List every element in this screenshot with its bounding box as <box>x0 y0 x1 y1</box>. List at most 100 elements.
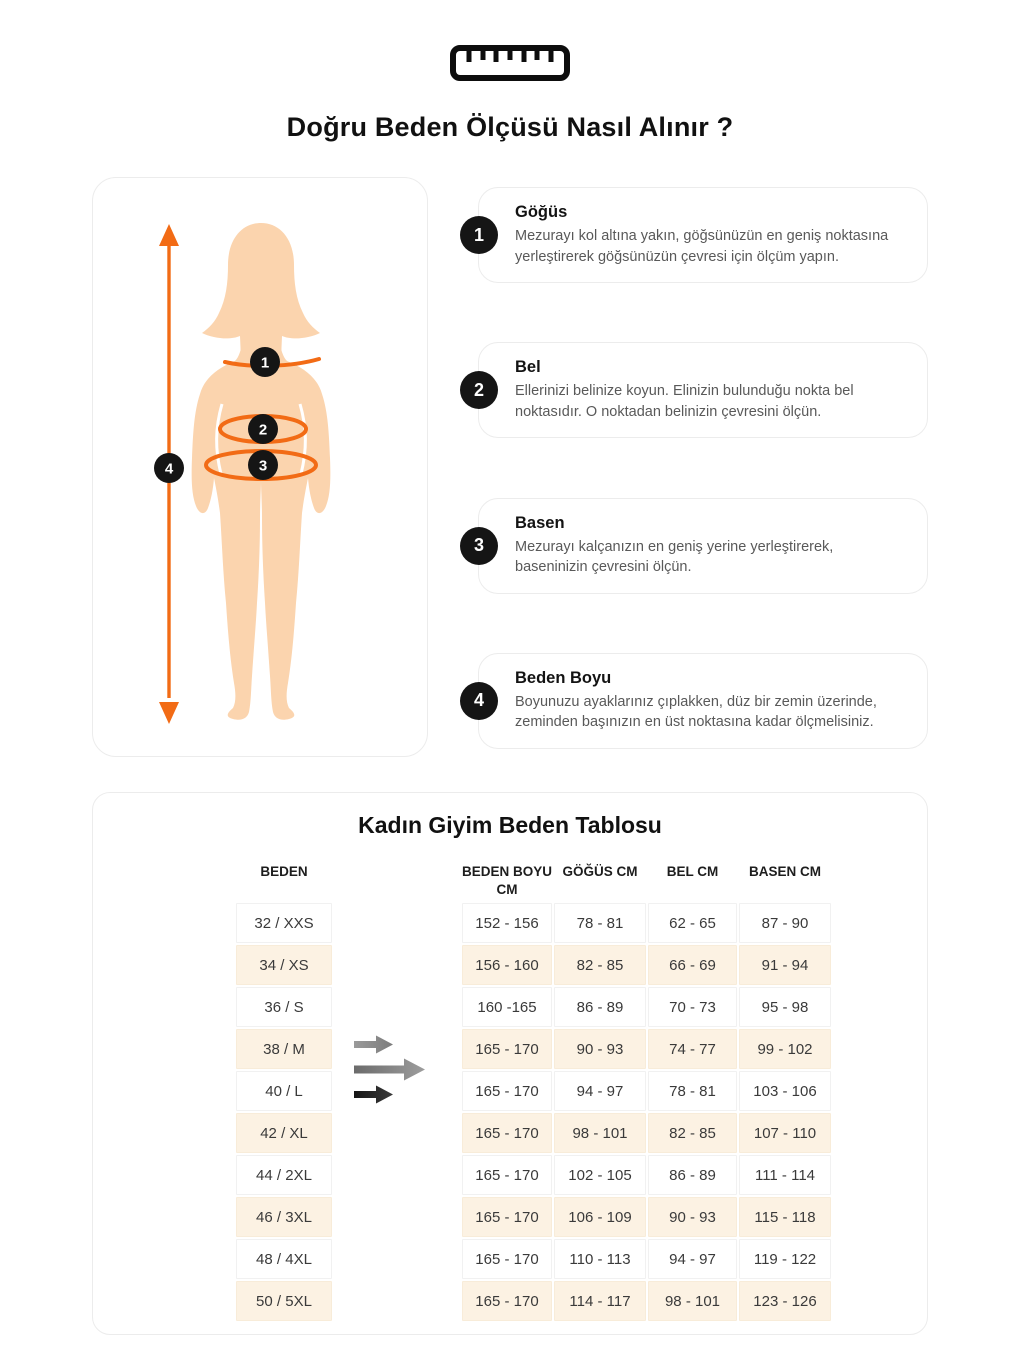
measurement-range-cell: 95 - 98 <box>739 987 831 1027</box>
measurement-range-cell: 94 - 97 <box>554 1071 646 1111</box>
measurement-range-cell: 90 - 93 <box>554 1029 646 1069</box>
page-header: Doğru Beden Ölçüsü Nasıl Alınır ? <box>92 0 928 143</box>
measurement-range-cell: 82 - 85 <box>648 1113 737 1153</box>
measurement-range-cell: 165 - 170 <box>462 1071 552 1111</box>
measurement-range-cell: 99 - 102 <box>739 1029 831 1069</box>
figure-body <box>191 340 331 720</box>
arrow-gap-cell <box>334 1113 460 1153</box>
size-label-cell: 34 / XS <box>236 945 332 985</box>
column-header-beden-boyu: BEDEN BOYU CM <box>462 864 553 897</box>
measurement-range-cell: 98 - 101 <box>648 1281 737 1321</box>
measurement-range-cell: 74 - 77 <box>648 1029 737 1069</box>
column-header-gogus: GÖĞÜS CM <box>562 864 638 879</box>
measurement-range-cell: 86 - 89 <box>648 1155 737 1195</box>
measurement-range-cell: 62 - 65 <box>648 903 737 943</box>
arrow-right-gray-icon <box>354 1035 393 1054</box>
measurement-range-cell: 106 - 109 <box>554 1197 646 1237</box>
arrow-gap-cell <box>334 945 460 985</box>
measurement-range-cell: 82 - 85 <box>554 945 646 985</box>
step-number-badge: 1 <box>460 216 498 255</box>
size-table-title: Kadın Giyim Beden Tablosu <box>358 812 662 838</box>
measurement-range-cell: 165 - 170 <box>462 1155 552 1195</box>
marker-4: 4 <box>165 461 174 478</box>
arrow-gap-cell <box>334 987 460 1027</box>
measurement-range-cell: 165 - 170 <box>462 1113 552 1153</box>
step-number-badge: 3 <box>460 526 498 565</box>
measurement-range-cell: 102 - 105 <box>554 1155 646 1195</box>
page-title: Doğru Beden Ölçüsü Nasıl Alınır ? <box>286 112 734 142</box>
measurement-range-cell: 152 - 156 <box>462 903 552 943</box>
column-header-beden: BEDEN <box>260 864 308 879</box>
measurement-range-cell: 90 - 93 <box>648 1197 737 1237</box>
instruction-text: Mezurayı kol altına yakın, göğsünüzün en… <box>515 228 889 265</box>
marker-3: 3 <box>259 458 267 475</box>
arrow-gap-cell <box>334 1155 460 1195</box>
measurement-range-cell: 165 - 170 <box>462 1281 552 1321</box>
arrow-right-black-icon <box>354 1085 393 1104</box>
size-label-cell: 48 / 4XL <box>236 1239 332 1279</box>
body-silhouette-illustration: 1 2 3 4 <box>154 223 331 724</box>
measurement-range-cell: 78 - 81 <box>648 1071 737 1111</box>
measurement-range-cell: 103 - 106 <box>739 1071 831 1111</box>
instruction-card-beden-boyu: 4 Beden Boyu Boyunuzu ayaklarınız çıplak… <box>460 652 928 749</box>
column-header-basen: BASEN CM <box>748 864 821 879</box>
arrow-gap-cell <box>334 1239 460 1279</box>
column-header-bel: BEL CM <box>666 864 719 879</box>
instruction-text: Mezurayı kalçanızın en geniş yerine yerl… <box>515 538 834 576</box>
instruction-card-bel: 2 Bel Ellerinizi belinize koyun. Elinizi… <box>460 342 928 439</box>
measurement-range-cell: 86 - 89 <box>554 987 646 1027</box>
size-table-card: Kadın Giyim Beden Tablosu BEDEN BEDEN BO… <box>92 792 928 1335</box>
instruction-text: Ellerinizi belinize koyun. Elinizin bulu… <box>515 383 854 420</box>
measurement-range-cell: 165 - 170 <box>462 1197 552 1237</box>
arrow-gap-cell <box>334 1281 460 1321</box>
size-label-cell: 38 / M <box>236 1029 332 1069</box>
measurement-range-cell: 98 - 101 <box>554 1113 646 1153</box>
measurement-range-cell: 94 - 97 <box>648 1239 737 1279</box>
marker-1: 1 <box>261 355 269 372</box>
arrow-gap-cell <box>334 903 460 943</box>
step-number-badge: 2 <box>460 371 498 410</box>
measurement-range-cell: 165 - 170 <box>462 1029 552 1069</box>
size-label-cell: 42 / XL <box>236 1113 332 1153</box>
instruction-card-gogus: 1 Göğüs Mezurayı kol altına yakın, göğsü… <box>460 187 928 284</box>
instruction-title: Beden Boyu <box>515 668 612 687</box>
step-number-badge: 4 <box>460 681 498 720</box>
size-table-grid: BEDEN BEDEN BOYU CM GÖĞÜS CM BEL CM BASE… <box>236 861 927 1321</box>
figure-markers: 1 2 3 4 <box>154 347 280 483</box>
instruction-cards: 1 Göğüs Mezurayı kol altına yakın, göğsü… <box>460 177 928 757</box>
instruction-title: Basen <box>515 513 565 532</box>
ruler-icon <box>92 44 928 82</box>
measurement-range-cell: 70 - 73 <box>648 987 737 1027</box>
size-pointer-arrows <box>354 1035 464 1104</box>
size-label-cell: 46 / 3XL <box>236 1197 332 1237</box>
body-figure-card: 1 2 3 4 <box>92 177 428 757</box>
measurement-range-cell: 66 - 69 <box>648 945 737 985</box>
measurement-range-cell: 91 - 94 <box>739 945 831 985</box>
size-table: BEDEN BEDEN BOYU CM GÖĞÜS CM BEL CM BASE… <box>236 861 927 1321</box>
measurement-range-cell: 110 - 113 <box>554 1239 646 1279</box>
measurement-range-cell: 107 - 110 <box>739 1113 831 1153</box>
measurement-range-cell: 111 - 114 <box>739 1155 831 1195</box>
measurement-range-cell: 123 - 126 <box>739 1281 831 1321</box>
marker-2: 2 <box>259 422 267 439</box>
instruction-text: Boyunuzu ayaklarınız çıplakken, düz bir … <box>515 693 877 731</box>
measurement-range-cell: 78 - 81 <box>554 903 646 943</box>
measurement-range-cell: 156 - 160 <box>462 945 552 985</box>
instruction-card-basen: 3 Basen Mezurayı kalçanızın en geniş yer… <box>460 497 928 594</box>
measurement-range-cell: 114 - 117 <box>554 1281 646 1321</box>
size-label-cell: 40 / L <box>236 1071 332 1111</box>
measurement-range-cell: 165 - 170 <box>462 1239 552 1279</box>
size-label-cell: 50 / 5XL <box>236 1281 332 1321</box>
measurement-range-cell: 115 - 118 <box>739 1197 831 1237</box>
measurement-range-cell: 87 - 90 <box>739 903 831 943</box>
measurement-range-cell: 119 - 122 <box>739 1239 831 1279</box>
arrow-right-long-gradient-icon <box>354 1058 425 1081</box>
measure-section: 1 2 3 4 1 Göğüs Mezurayı kol altına yakı… <box>92 177 928 757</box>
arrow-gap-cell <box>334 1197 460 1237</box>
measurement-range-cell: 160 -165 <box>462 987 552 1027</box>
instruction-title: Göğüs <box>515 203 568 221</box>
size-label-cell: 36 / S <box>236 987 332 1027</box>
size-label-cell: 32 / XXS <box>236 903 332 943</box>
instruction-title: Bel <box>515 358 541 377</box>
